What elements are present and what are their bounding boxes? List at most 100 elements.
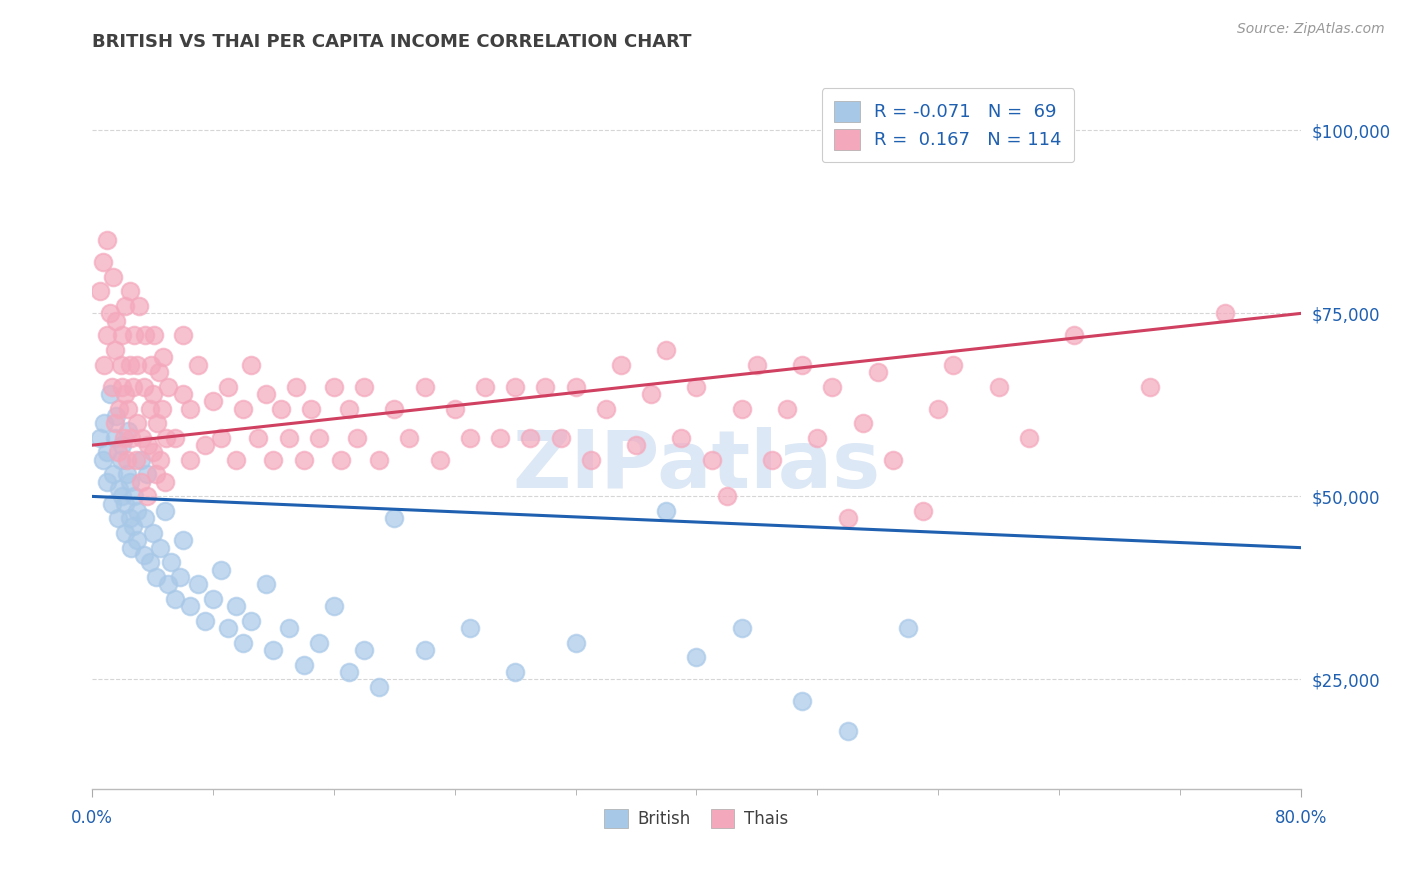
Point: [254, 577, 277, 591]
Point: [308, 431, 330, 445]
Point: [153, 475, 176, 489]
Point: [111, 379, 134, 393]
Point: [132, 379, 155, 393]
Point: [136, 438, 159, 452]
Point: [111, 490, 134, 504]
Point: [353, 643, 375, 657]
Point: [337, 401, 360, 416]
Point: [443, 401, 465, 416]
Point: [101, 379, 124, 393]
Point: [146, 416, 169, 430]
Point: [655, 343, 678, 357]
Point: [866, 365, 889, 379]
Point: [93, 358, 115, 372]
Point: [159, 555, 181, 569]
Point: [111, 328, 134, 343]
Point: [882, 452, 904, 467]
Point: [429, 452, 451, 467]
Point: [716, 490, 738, 504]
Point: [550, 431, 572, 445]
Point: [564, 636, 586, 650]
Point: [118, 475, 141, 489]
Point: [624, 438, 647, 452]
Point: [101, 497, 124, 511]
Point: [107, 445, 129, 459]
Point: [912, 504, 935, 518]
Text: Source: ZipAtlas.com: Source: ZipAtlas.com: [1237, 22, 1385, 37]
Point: [124, 490, 146, 504]
Point: [179, 452, 201, 467]
Point: [134, 511, 156, 525]
Point: [131, 431, 153, 445]
Point: [413, 379, 436, 393]
Point: [852, 416, 875, 430]
Point: [98, 306, 121, 320]
Point: [458, 431, 481, 445]
Point: [120, 431, 142, 445]
Point: [104, 431, 127, 445]
Point: [149, 452, 172, 467]
Point: [209, 431, 232, 445]
Point: [91, 255, 114, 269]
Point: [806, 431, 828, 445]
Point: [93, 416, 115, 430]
Point: [91, 452, 114, 467]
Point: [610, 358, 633, 372]
Point: [194, 614, 217, 628]
Point: [111, 438, 134, 452]
Point: [96, 475, 118, 489]
Point: [155, 431, 177, 445]
Point: [142, 445, 165, 459]
Point: [129, 452, 152, 467]
Point: [135, 467, 157, 482]
Point: [120, 541, 142, 555]
Point: [135, 490, 157, 504]
Point: [172, 533, 194, 548]
Point: [122, 518, 145, 533]
Point: [489, 431, 512, 445]
Point: [122, 379, 145, 393]
Point: [322, 599, 344, 614]
Point: [579, 452, 602, 467]
Point: [142, 387, 165, 401]
Point: [239, 358, 262, 372]
Point: [209, 563, 232, 577]
Point: [776, 401, 799, 416]
Point: [262, 452, 284, 467]
Point: [685, 379, 707, 393]
Point: [731, 621, 754, 635]
Point: [114, 299, 136, 313]
Text: ZIPatlas: ZIPatlas: [512, 427, 880, 506]
Point: [792, 694, 814, 708]
Point: [152, 351, 174, 365]
Point: [1063, 328, 1085, 343]
Point: [194, 438, 217, 452]
Point: [225, 599, 247, 614]
Point: [103, 467, 125, 482]
Point: [138, 401, 160, 416]
Point: [745, 358, 768, 372]
Point: [792, 358, 814, 372]
Point: [247, 431, 270, 445]
Point: [105, 314, 128, 328]
Point: [217, 621, 239, 635]
Point: [262, 643, 284, 657]
Point: [127, 504, 149, 518]
Point: [1213, 306, 1236, 320]
Point: [172, 328, 194, 343]
Point: [127, 533, 149, 548]
Point: [655, 504, 678, 518]
Point: [172, 387, 194, 401]
Point: [114, 387, 136, 401]
Point: [145, 570, 167, 584]
Point: [179, 401, 201, 416]
Point: [89, 285, 111, 299]
Point: [124, 328, 146, 343]
Point: [232, 401, 254, 416]
Point: [89, 431, 111, 445]
Point: [104, 416, 127, 430]
Point: [837, 723, 859, 738]
Point: [239, 614, 262, 628]
Point: [139, 358, 162, 372]
Point: [382, 511, 405, 525]
